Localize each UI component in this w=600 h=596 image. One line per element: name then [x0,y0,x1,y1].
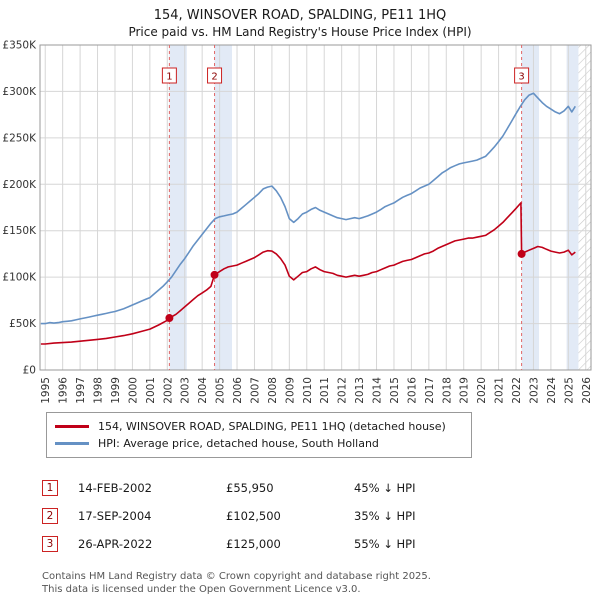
svg-text:2017: 2017 [424,377,436,404]
svg-text:2000: 2000 [127,377,139,404]
svg-text:2016: 2016 [406,377,418,404]
transaction-date: 26-APR-2022 [78,537,153,551]
chart-legend: 154, WINSOVER ROAD, SPALDING, PE11 1HQ (… [46,412,472,458]
svg-text:1999: 1999 [110,377,122,404]
svg-text:1: 1 [166,72,172,83]
transaction-price: £102,500 [226,509,281,523]
svg-text:2026: 2026 [581,377,593,404]
svg-text:2025: 2025 [563,377,575,404]
svg-text:£50K: £50K [9,318,37,330]
hpi-line-swatch [55,442,89,445]
title-block: 154, WINSOVER ROAD, SPALDING, PE11 1HQ P… [0,0,600,40]
svg-text:2010: 2010 [302,377,314,404]
transaction-number-badge: 3 [42,536,58,552]
svg-text:£300K: £300K [2,86,37,98]
svg-text:2007: 2007 [249,377,261,404]
svg-text:£200K: £200K [2,179,37,191]
svg-text:1996: 1996 [58,377,70,404]
license-note: Contains HM Land Registry data © Crown c… [42,570,600,596]
svg-text:2023: 2023 [528,377,540,404]
footer-line1: Contains HM Land Registry data © Crown c… [42,571,431,582]
transaction-hpi-delta: 45% ↓ HPI [354,481,416,495]
legend-row-property: 154, WINSOVER ROAD, SPALDING, PE11 1HQ (… [55,418,463,435]
svg-text:2003: 2003 [180,377,192,404]
legend-hpi-label: HPI: Average price, detached house, Sout… [98,437,379,450]
svg-text:£250K: £250K [2,132,37,144]
svg-text:2020: 2020 [476,377,488,404]
svg-text:2022: 2022 [511,377,523,404]
svg-text:2019: 2019 [459,377,471,404]
svg-text:2018: 2018 [441,377,453,404]
transaction-row: 3 26-APR-2022 £125,000 55% ↓ HPI [42,530,600,558]
price-history-chart: £0 £50K £100K £150K £200K £250K £300K £350K 1995… [2,40,593,404]
transaction-date: 14-FEB-2002 [78,481,152,495]
svg-text:£350K: £350K [2,40,37,52]
svg-text:2013: 2013 [354,377,366,404]
svg-text:2011: 2011 [319,377,331,404]
svg-text:1997: 1997 [75,377,87,404]
transaction-row: 2 17-SEP-2004 £102,500 35% ↓ HPI [42,502,600,530]
svg-text:1995: 1995 [40,377,52,404]
transaction-row: 1 14-FEB-2002 £55,950 45% ↓ HPI [42,474,600,502]
svg-text:2004: 2004 [197,377,209,404]
svg-text:2001: 2001 [145,377,157,404]
svg-text:2008: 2008 [267,377,279,404]
transactions-list: 1 14-FEB-2002 £55,950 45% ↓ HPI 2 17-SEP… [42,474,600,558]
transaction-hpi-delta: 35% ↓ HPI [354,509,416,523]
legend-row-hpi: HPI: Average price, detached house, Sout… [55,435,463,452]
svg-text:2: 2 [211,72,217,83]
svg-text:£150K: £150K [2,225,37,237]
svg-text:1998: 1998 [93,377,105,404]
property-line-swatch [55,425,89,428]
chart-title: 154, WINSOVER ROAD, SPALDING, PE11 1HQ [153,8,447,23]
svg-text:2009: 2009 [284,377,296,404]
legend-property-label: 154, WINSOVER ROAD, SPALDING, PE11 1HQ (… [98,420,446,433]
transaction-number-badge: 2 [42,508,58,524]
transaction-hpi-delta: 55% ↓ HPI [354,537,416,551]
svg-text:£100K: £100K [2,272,37,284]
svg-text:2014: 2014 [372,377,384,404]
svg-text:2024: 2024 [546,377,558,404]
transaction-price: £125,000 [226,537,281,551]
transaction-number-badge: 1 [42,480,58,496]
svg-text:2012: 2012 [337,377,349,404]
svg-text:2015: 2015 [389,377,401,404]
svg-text:3: 3 [518,72,524,83]
transaction-date: 17-SEP-2004 [78,509,152,523]
svg-text:2006: 2006 [232,377,244,404]
chart-subtitle: Price paid vs. HM Land Registry's House … [128,25,472,39]
svg-text:2002: 2002 [162,377,174,404]
svg-text:£0: £0 [23,365,36,377]
transaction-price: £55,950 [226,481,274,495]
svg-text:2021: 2021 [494,377,506,404]
svg-text:2005: 2005 [215,377,227,404]
